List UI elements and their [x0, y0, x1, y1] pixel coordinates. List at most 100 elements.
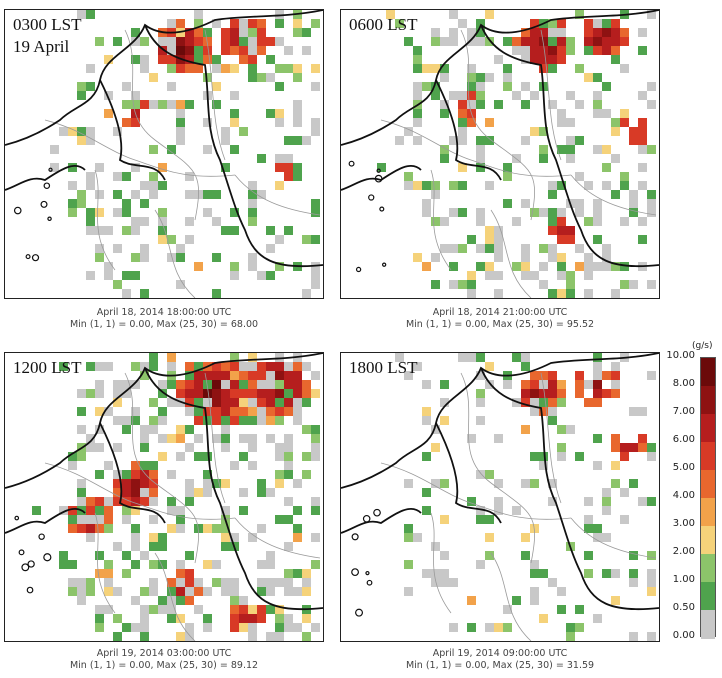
emission-cell [257, 37, 266, 46]
coastline [99, 79, 166, 181]
emission-cell [293, 623, 302, 632]
emission-cell [539, 145, 548, 154]
emission-cell [611, 28, 620, 37]
emission-cell [548, 46, 557, 55]
emission-cell [221, 434, 230, 443]
emission-cell [647, 371, 656, 380]
emission-cell [602, 488, 611, 497]
emission-cell [284, 389, 293, 398]
emission-cell [194, 389, 203, 398]
emission-cell [566, 37, 575, 46]
emission-cell [503, 37, 512, 46]
emission-cell [476, 19, 485, 28]
emission-cell [539, 452, 548, 461]
emission-cell [104, 407, 113, 416]
emission-cell [95, 524, 104, 533]
emission-cell [185, 569, 194, 578]
emission-cell [302, 578, 311, 587]
emission-cell [431, 181, 440, 190]
emission-cell [77, 497, 86, 506]
emission-cell [449, 578, 458, 587]
emission-cell [476, 154, 485, 163]
emission-cell [404, 587, 413, 596]
emission-cell [113, 172, 122, 181]
emission-cell [113, 380, 122, 389]
coastline [5, 353, 323, 489]
emission-cell [284, 163, 293, 172]
emission-cell [647, 10, 656, 19]
emission-cell [275, 37, 284, 46]
caption-time: April 18, 2014 18:00:00 UTC [96, 307, 232, 318]
emission-cell [248, 208, 257, 217]
emission-cell [548, 55, 557, 64]
emission-cell [86, 515, 95, 524]
emission-cell [512, 506, 521, 515]
emission-cell [140, 244, 149, 253]
emission-cell [203, 416, 212, 425]
emission-cell [548, 37, 557, 46]
caption-minmax: Min (1, 1) = 0.00, Max (25, 30) = 68.00 [69, 319, 259, 330]
emission-cell [185, 578, 194, 587]
emission-cell [86, 217, 95, 226]
emission-cell [248, 443, 257, 452]
emission-cell [131, 623, 140, 632]
emission-cell [395, 19, 404, 28]
admin-boundary [44, 462, 236, 520]
emission-cell [620, 181, 629, 190]
emission-cell [611, 362, 620, 371]
emission-cell [68, 506, 77, 515]
emission-cell [194, 64, 203, 73]
emission-cell [503, 172, 512, 181]
emission-cell [557, 289, 566, 298]
emission-cell [239, 362, 248, 371]
emission-cell [194, 587, 203, 596]
emission-cell [494, 434, 503, 443]
emission-cell [647, 443, 656, 452]
emission-cell [467, 623, 476, 632]
emission-cell [176, 118, 185, 127]
emission-cell [158, 533, 167, 542]
emission-cell [122, 172, 131, 181]
emission-cell [248, 217, 257, 226]
admin-boundary [540, 29, 562, 161]
emission-cell [104, 587, 113, 596]
emission-cell [284, 569, 293, 578]
emission-cell [602, 82, 611, 91]
emission-cell [647, 208, 656, 217]
emission-cell [149, 497, 158, 506]
emission-cell [158, 416, 167, 425]
emission-cell [638, 46, 647, 55]
emission-cell [404, 181, 413, 190]
emission-cell [113, 416, 122, 425]
emission-cell [302, 632, 311, 641]
emission-cell [284, 46, 293, 55]
emission-cell [104, 91, 113, 100]
emission-cell [458, 100, 467, 109]
emission-cell [404, 37, 413, 46]
emission-cell [302, 614, 311, 623]
emission-cell [113, 398, 122, 407]
emission-cell [230, 371, 239, 380]
emission-cell [440, 244, 449, 253]
emission-cell [86, 208, 95, 217]
emission-cell [440, 100, 449, 109]
admin-boundary [490, 552, 532, 641]
emission-cell [311, 443, 320, 452]
emission-cell [122, 479, 131, 488]
emission-cell [68, 515, 77, 524]
emission-cell [275, 470, 284, 479]
emission-cell [629, 551, 638, 560]
emission-cell [257, 190, 266, 199]
emission-cell [620, 488, 629, 497]
emission-cell [158, 605, 167, 614]
emission-cell [311, 208, 320, 217]
emission-cell [647, 82, 656, 91]
emission-cell [284, 136, 293, 145]
emission-cell [467, 64, 476, 73]
map-panel-0300: 0300 LST 19 April [4, 9, 324, 299]
emission-cell [467, 28, 476, 37]
emission-cell [149, 416, 158, 425]
emission-cell [140, 632, 149, 641]
emission-cell [620, 515, 629, 524]
emission-cell [284, 362, 293, 371]
